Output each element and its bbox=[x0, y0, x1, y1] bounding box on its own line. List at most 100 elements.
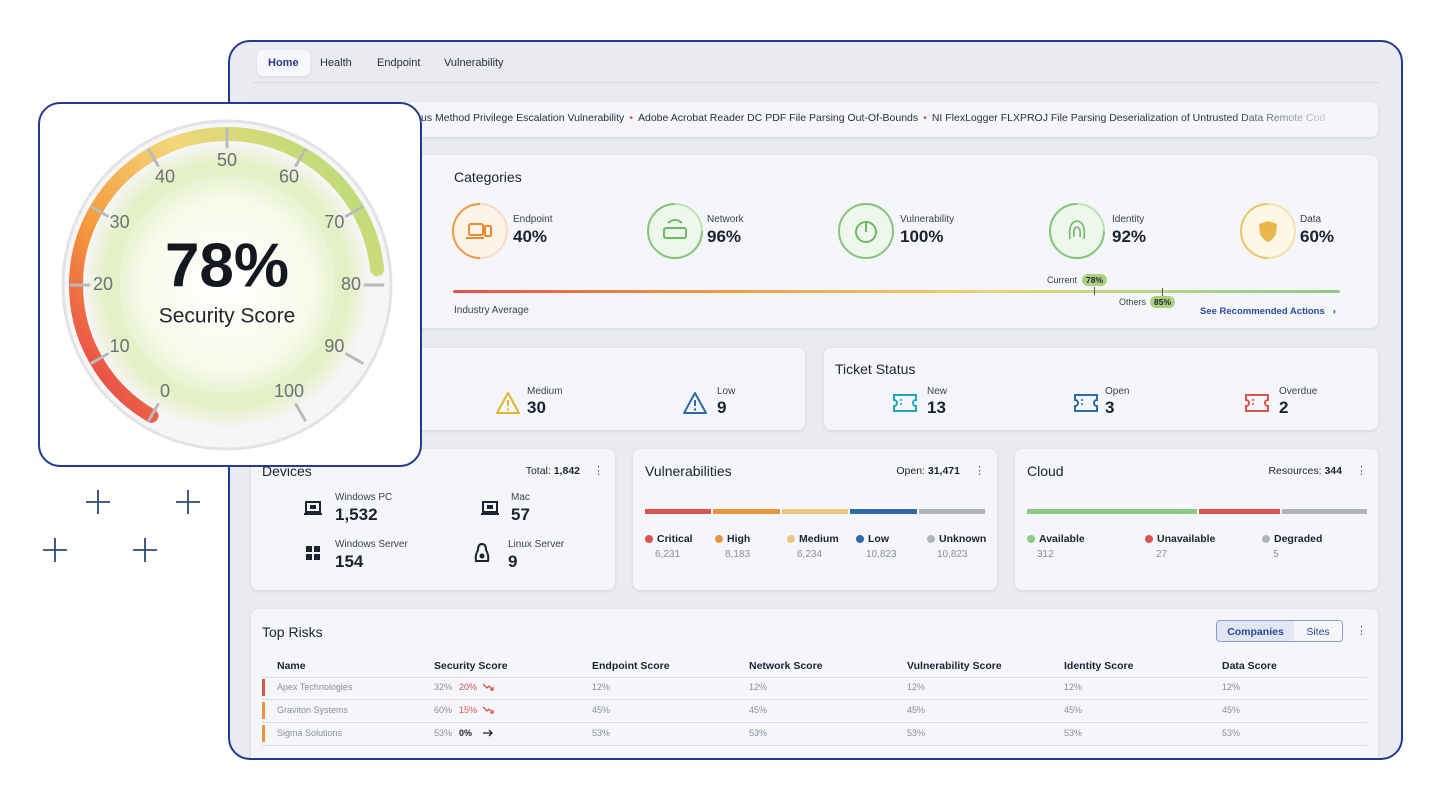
device-label: Linux Server bbox=[508, 539, 565, 550]
menu-button[interactable]: ⋮ bbox=[593, 465, 604, 477]
industry-scale bbox=[453, 290, 1340, 293]
card-title: Top Risks bbox=[262, 624, 323, 640]
legend-item: High bbox=[715, 533, 750, 545]
tab[interactable]: Home bbox=[257, 50, 310, 76]
ticket-icon bbox=[1245, 394, 1269, 412]
legend-item: Unknown bbox=[927, 533, 986, 545]
gauge-tick-label: 50 bbox=[217, 150, 237, 170]
category-label: Identity bbox=[1112, 214, 1145, 225]
chevron: › bbox=[1332, 306, 1336, 317]
vulnerability-bar bbox=[645, 509, 986, 514]
bar-segment bbox=[645, 509, 712, 514]
column-header: Security Score bbox=[434, 660, 508, 672]
legend-item: Unavailable bbox=[1145, 533, 1215, 545]
gauge-tick bbox=[294, 403, 307, 422]
windows-pc-icon bbox=[304, 501, 322, 515]
medium-icon bbox=[496, 392, 520, 414]
scale-caption: Industry Average bbox=[454, 305, 529, 316]
tab[interactable]: Health bbox=[320, 57, 352, 69]
score-cell: 53% bbox=[1064, 728, 1083, 738]
gauge-tick-label: 20 bbox=[93, 274, 113, 294]
legend-item: Available bbox=[1027, 533, 1085, 545]
legend-count: 5 bbox=[1273, 549, 1279, 560]
row-divider bbox=[262, 745, 1367, 746]
score-cell: 12% bbox=[1222, 682, 1241, 692]
severity-count: 30 bbox=[527, 398, 546, 417]
device-count: 1,532 bbox=[335, 505, 378, 524]
legend-count: 27 bbox=[1156, 549, 1168, 560]
total-label: Total: bbox=[525, 465, 551, 477]
menu-button[interactable]: ⋮ bbox=[1356, 625, 1367, 637]
gauge-core bbox=[120, 178, 334, 392]
score-cell: 45% bbox=[592, 705, 611, 715]
risk-indicator bbox=[262, 679, 265, 696]
current-label: Current bbox=[1047, 275, 1078, 285]
toggle-button[interactable]: Companies bbox=[1216, 620, 1295, 642]
ticker-item: us Method Privilege Escalation Vulnerabi… bbox=[421, 112, 625, 124]
card-title: Vulnerabilities bbox=[645, 463, 732, 479]
category-label: Network bbox=[707, 214, 744, 225]
score-value: 78% bbox=[165, 231, 289, 300]
score-cell: 45% bbox=[1064, 705, 1083, 715]
legend-label: Degraded bbox=[1274, 533, 1323, 545]
column-header: Vulnerability Score bbox=[907, 660, 1002, 672]
card-title: Ticket Status bbox=[835, 361, 916, 377]
row-divider bbox=[262, 722, 1367, 723]
low-icon bbox=[683, 392, 707, 414]
score-cell: 45% bbox=[907, 705, 926, 715]
column-header: Endpoint Score bbox=[592, 660, 670, 672]
security-score-gauge: 0 10 20 30 40 50 60 70 80 90 100 78% Security Scor… bbox=[38, 102, 422, 467]
menu-button[interactable]: ⋮ bbox=[974, 465, 985, 477]
device-count: 9 bbox=[508, 552, 518, 571]
ticket-label: New bbox=[927, 386, 948, 397]
device-label: Windows Server bbox=[335, 539, 408, 550]
category-label: Data bbox=[1300, 214, 1322, 225]
dashboard: Home Health Endpoint Vulnerability us Me… bbox=[228, 40, 1403, 760]
legend-item: Medium bbox=[787, 533, 839, 545]
trend-arrow bbox=[482, 683, 494, 691]
device-label: Windows PC bbox=[335, 492, 393, 503]
risk-indicator bbox=[262, 725, 265, 742]
gauge-tick-label: 80 bbox=[341, 274, 361, 294]
toggle-button[interactable]: Sites bbox=[1294, 620, 1343, 642]
gauge-tick-label: 60 bbox=[279, 166, 299, 186]
score-cell: 53% bbox=[907, 728, 926, 738]
ticker-item: Adobe Acrobat Reader DC PDF File Parsing… bbox=[638, 112, 919, 124]
trend-arrow bbox=[482, 706, 494, 714]
gauge-tick bbox=[147, 403, 160, 422]
score-change: 15% bbox=[459, 705, 478, 715]
bar-segment bbox=[850, 509, 917, 514]
separator: • bbox=[923, 112, 927, 124]
tab[interactable]: Vulnerability bbox=[444, 57, 504, 69]
category-value: 60% bbox=[1300, 227, 1335, 246]
gauge-tick bbox=[345, 205, 364, 218]
legend-label: Unknown bbox=[939, 533, 987, 545]
bar-segment bbox=[1198, 509, 1281, 514]
ticket-count: 3 bbox=[1105, 398, 1115, 417]
recommended-actions-link[interactable]: See Recommended Actions › bbox=[1200, 306, 1336, 317]
row-divider bbox=[262, 677, 1367, 678]
vulnerabilities-card bbox=[633, 449, 997, 590]
gauge-tick-label: 40 bbox=[155, 166, 175, 186]
bar-segment bbox=[1027, 509, 1197, 514]
tab[interactable]: Endpoint bbox=[377, 57, 421, 69]
category-label: Vulnerability bbox=[900, 214, 955, 225]
legend-count: 6,231 bbox=[655, 549, 681, 560]
ticker: us Method Privilege Escalation Vulnerabi… bbox=[421, 112, 1325, 124]
severity-label: Medium bbox=[527, 386, 563, 397]
cloud-card bbox=[1015, 449, 1378, 590]
score-cell: 45% bbox=[749, 705, 768, 715]
device-label: Mac bbox=[511, 492, 530, 503]
company-name: Graviton Systems bbox=[277, 705, 349, 715]
legend-count: 10,823 bbox=[937, 549, 968, 560]
menu-button[interactable]: ⋮ bbox=[1356, 465, 1367, 477]
row-divider bbox=[262, 699, 1367, 700]
decoration bbox=[43, 490, 200, 562]
tickets-card bbox=[824, 348, 1378, 430]
company-name: Sigma Solutions bbox=[277, 728, 343, 738]
endpoint-icon bbox=[452, 203, 508, 259]
current-marker bbox=[1094, 287, 1095, 295]
gauge-tick-label: 100 bbox=[274, 381, 304, 401]
